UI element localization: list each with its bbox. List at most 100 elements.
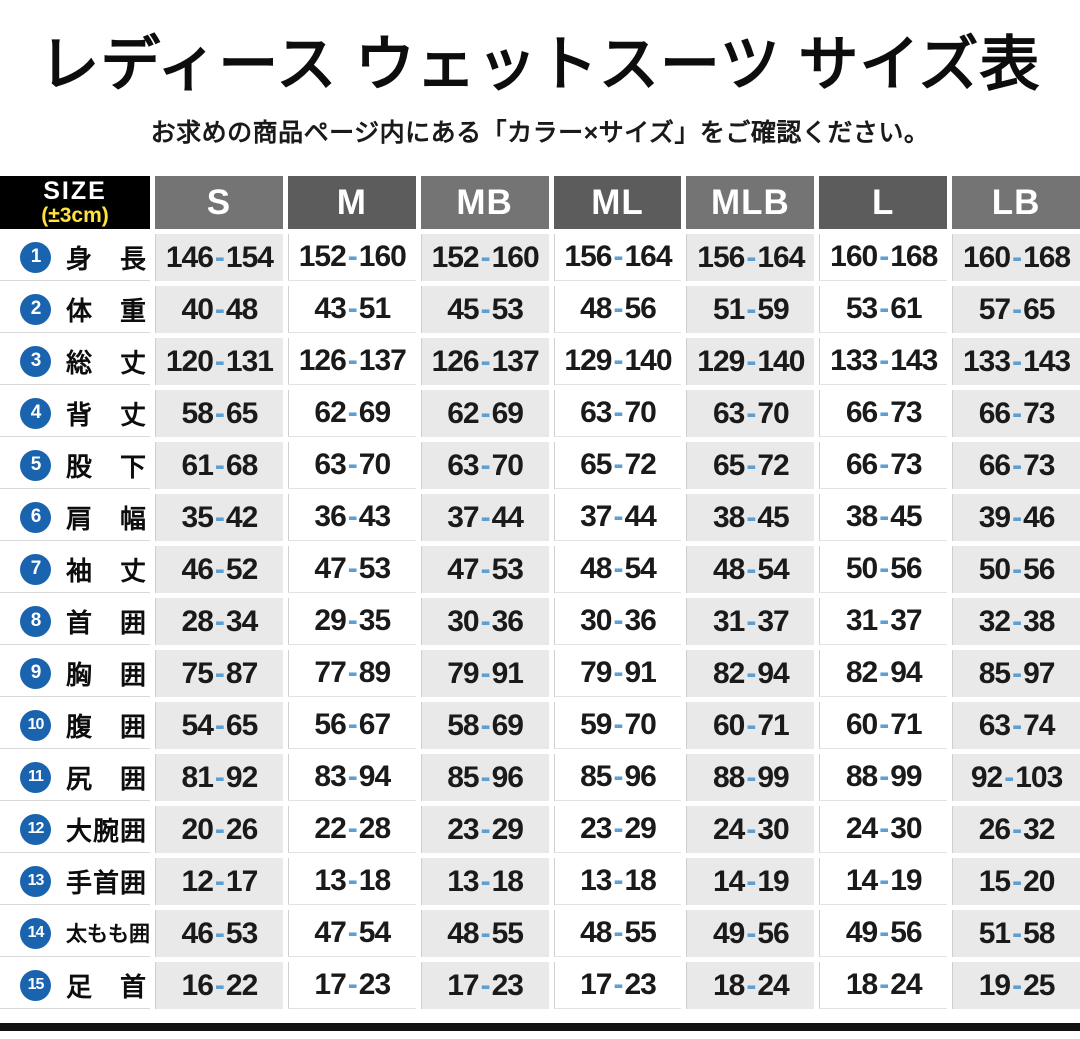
range-min: 23 xyxy=(447,812,479,846)
size-value-cell: 82-94 xyxy=(819,650,948,697)
range-dash-icon: - xyxy=(746,864,756,898)
size-table: SIZE (±3cm) S M MB ML MLB L LB 1 身長 146-154 152-16… xyxy=(0,176,1080,1009)
range-max: 29 xyxy=(491,812,524,846)
row-label-cell: 8 首囲 xyxy=(0,598,150,645)
size-value-cell: 63-74 xyxy=(952,702,1080,749)
range-max: 70 xyxy=(624,708,656,741)
column-header-s: S xyxy=(155,176,283,229)
range-max: 55 xyxy=(491,916,524,950)
range-max: 69 xyxy=(491,708,524,742)
range-max: 42 xyxy=(225,500,258,534)
range-min: 63 xyxy=(447,448,479,482)
row-label-char: 囲 xyxy=(119,867,146,898)
range-dash-icon: - xyxy=(214,292,225,326)
range-max: 65 xyxy=(1023,292,1055,326)
range-max: 37 xyxy=(757,604,789,638)
range-min: 50 xyxy=(845,552,878,585)
range-max: 18 xyxy=(624,864,656,897)
range-min: 38 xyxy=(845,500,878,533)
range-dash-icon: - xyxy=(480,604,491,638)
size-value-cell: 61-68 xyxy=(155,442,283,489)
range-dash-icon: - xyxy=(480,448,491,482)
size-value-cell: 48-54 xyxy=(686,546,815,593)
range-min: 85 xyxy=(580,760,612,793)
range-max: 70 xyxy=(757,396,789,430)
range-min: 160 xyxy=(963,240,1011,274)
range-max: 70 xyxy=(358,448,391,481)
range-dash-icon: - xyxy=(214,864,225,898)
range-dash-icon: - xyxy=(746,916,756,950)
size-value-cell: 66-73 xyxy=(819,442,948,489)
size-value-cell: 75-87 xyxy=(155,650,283,697)
size-value-cell: 160-168 xyxy=(819,234,948,281)
corner-size-label: SIZE xyxy=(43,177,107,206)
size-value-cell: 43-51 xyxy=(287,286,416,333)
range-dash-icon: - xyxy=(746,500,756,534)
row-label-char: 丈 xyxy=(119,399,146,430)
range-dash-icon: - xyxy=(1012,708,1022,742)
range-min: 156 xyxy=(564,240,612,273)
range-dash-icon: - xyxy=(746,344,756,378)
size-value-cell: 18-24 xyxy=(686,962,815,1009)
range-dash-icon: - xyxy=(214,396,225,430)
range-min: 17 xyxy=(447,968,479,1002)
row-number-badge: 1 xyxy=(20,241,51,273)
row-label-text: 体重 xyxy=(66,291,146,328)
range-min: 18 xyxy=(712,968,745,1002)
size-value-cell: 79-91 xyxy=(553,650,682,697)
range-min: 126 xyxy=(431,344,480,378)
range-dash-icon: - xyxy=(1012,604,1022,638)
range-dash-icon: - xyxy=(1012,864,1022,898)
range-max: 36 xyxy=(491,604,524,638)
range-max: 56 xyxy=(890,552,922,585)
range-max: 96 xyxy=(624,760,656,793)
row-number-badge: 8 xyxy=(20,605,51,637)
range-min: 81 xyxy=(181,760,214,794)
row-label-char: 囲 xyxy=(119,763,146,794)
row-label-char: 囲 xyxy=(129,923,150,946)
row-label-cell: 14 太もも囲 xyxy=(0,910,150,957)
range-dash-icon: - xyxy=(214,240,225,274)
range-dash-icon: - xyxy=(347,292,358,325)
range-max: 59 xyxy=(757,292,789,326)
range-dash-icon: - xyxy=(214,708,225,742)
range-dash-icon: - xyxy=(214,968,225,1002)
range-dash-icon: - xyxy=(480,916,491,950)
size-value-cell: 50-56 xyxy=(819,546,948,593)
size-value-cell: 133-143 xyxy=(819,338,948,385)
size-value-cell: 46-53 xyxy=(155,910,283,957)
row-label-char: 首 xyxy=(92,867,119,898)
row-label-cell: 15 足首 xyxy=(0,962,150,1009)
range-max: 70 xyxy=(491,448,524,482)
row-label-char: 尻 xyxy=(66,763,93,794)
range-min: 79 xyxy=(447,656,479,690)
range-min: 48 xyxy=(580,916,612,949)
range-max: 45 xyxy=(757,500,789,534)
row-label-text: 首囲 xyxy=(66,603,146,640)
range-max: 53 xyxy=(358,552,391,585)
size-value-cell: 51-58 xyxy=(952,910,1080,957)
range-min: 66 xyxy=(978,448,1011,482)
size-value-cell: 23-29 xyxy=(553,806,682,853)
range-min: 126 xyxy=(298,344,347,377)
range-max: 56 xyxy=(757,916,789,950)
range-dash-icon: - xyxy=(613,344,623,377)
size-value-cell: 48-54 xyxy=(553,546,682,593)
range-max: 68 xyxy=(225,448,258,482)
size-value-cell: 24-30 xyxy=(686,806,815,853)
range-min: 133 xyxy=(963,344,1011,378)
row-number-badge: 6 xyxy=(20,501,51,533)
size-value-cell: 65-72 xyxy=(553,442,682,489)
range-min: 48 xyxy=(712,552,745,586)
range-dash-icon: - xyxy=(347,500,358,533)
size-value-cell: 20-26 xyxy=(155,806,283,853)
range-min: 48 xyxy=(580,552,612,585)
range-min: 77 xyxy=(314,656,346,689)
range-dash-icon: - xyxy=(480,396,491,430)
row-label-text: 手首囲 xyxy=(66,863,146,900)
row-label-char: 囲 xyxy=(119,659,146,690)
row-label-char: 肩 xyxy=(66,503,93,534)
range-dash-icon: - xyxy=(613,396,623,429)
size-value-cell: 47-53 xyxy=(420,546,549,593)
range-min: 63 xyxy=(580,396,612,429)
